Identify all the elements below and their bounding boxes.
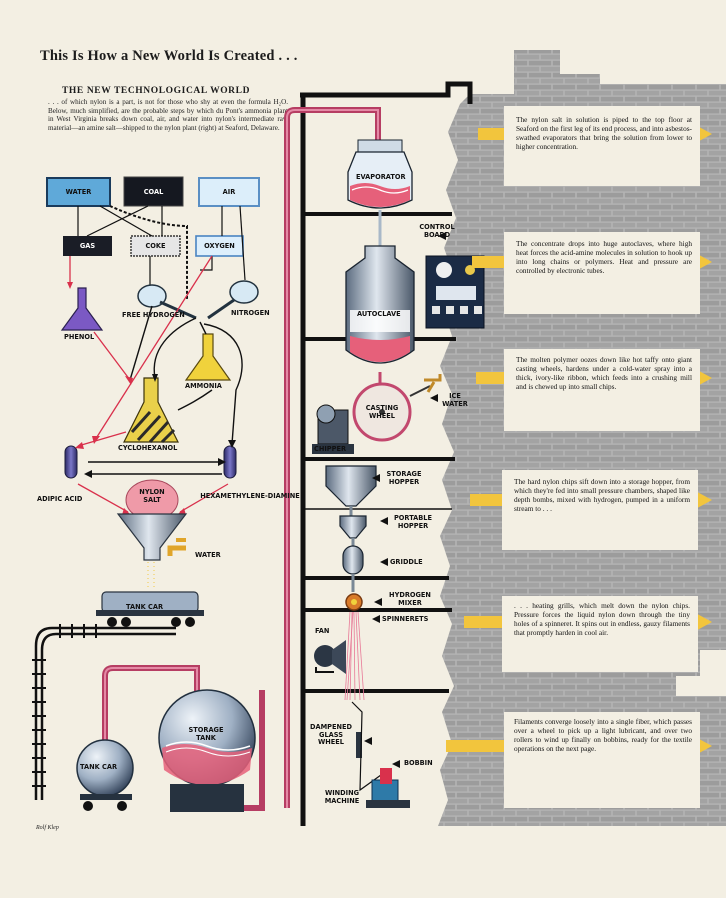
label-nitrogen: NITROGEN [231, 309, 270, 317]
label-water: WATER [65, 188, 92, 196]
caption-box-5: . . . heating grills, which melt down th… [502, 596, 698, 672]
label-control-board: CONTROL BOARD [419, 223, 455, 239]
label-coal: COAL [143, 188, 164, 196]
griddle-chamber [342, 545, 364, 592]
coke-box [130, 235, 181, 257]
label-tank-car-bottom: TANK CAR [80, 763, 118, 771]
label-hydrogen-mixer: HYDROGEN MIXER [389, 591, 431, 607]
caption-text-3: The molten polymer oozes down like hot t… [516, 355, 692, 391]
caption-box-1: The nylon salt in solution is piped to t… [504, 106, 700, 186]
label-griddle: GRIDDLE [390, 558, 423, 566]
adipic-acid-tube [64, 445, 78, 479]
section-heading: THE NEW TECHNOLOGICAL WORLD [62, 86, 251, 96]
plant-building [300, 81, 473, 826]
artist-credit: Rolf Klep [36, 825, 59, 831]
label-spinnerets: SPINNERETS [382, 615, 429, 623]
casting-wheel [352, 374, 442, 442]
ammonia-flask [184, 333, 232, 381]
storage-tank [158, 689, 256, 812]
label-bobbin: BOBBIN [404, 759, 433, 767]
spinneret-filaments [344, 611, 365, 701]
label-chipper: CHIPPER [314, 445, 347, 453]
intro-paragraph: . . . of which nylon is a part, is not f… [48, 98, 288, 132]
label-storage-hopper: STORAGE HOPPER [386, 470, 422, 486]
cyclohexanol-flask [123, 377, 179, 444]
caption-text-4: The hard nylon chips sift down into a st… [514, 477, 690, 513]
label-fan: FAN [315, 627, 330, 635]
label-portable-hopper: PORTABLE HOPPER [393, 514, 433, 530]
label-air: AIR [222, 188, 236, 196]
label-ammonia: AMMONIA [185, 382, 222, 390]
air-box [198, 177, 260, 207]
railroad-track [34, 626, 176, 800]
autoclave-vessel [345, 245, 415, 384]
caption-box-6: Filaments converge loosely into a single… [504, 712, 700, 808]
label-storage-tank: STORAGE TANK [188, 726, 224, 742]
fan-unit [314, 640, 346, 674]
label-cyclohexanol: CYCLOHEXANOL [118, 444, 178, 452]
page-title: This Is How a New World Is Created . . . [40, 48, 298, 64]
nitrogen-retort [207, 280, 259, 320]
label-dampened-glass-wheel: DAMPENED GLASS WHEEL [310, 723, 352, 746]
label-evaporator: EVAPORATOR [356, 173, 406, 181]
phenol-flask [60, 287, 104, 331]
storage-hopper [325, 465, 377, 516]
label-tank-car-top: TANK CAR [126, 603, 164, 611]
label-gas: GAS [79, 242, 96, 250]
label-casting-wheel: CASTING WHEEL [365, 404, 399, 420]
coal-box [123, 176, 184, 207]
caption-box-2: The concentrate drops into huge autoclav… [504, 232, 700, 314]
label-ice-water: ICE WATER [442, 392, 468, 408]
gas-box [63, 236, 112, 256]
label-autoclave: AUTOCLAVE [357, 310, 401, 318]
label-oxygen: OXYGEN [204, 242, 235, 250]
caption-text-5: . . . heating grills, which melt down th… [514, 601, 690, 637]
caption-box-3: The molten polymer oozes down like hot t… [504, 349, 700, 431]
label-adipic-acid: ADIPIC ACID [37, 495, 83, 503]
label-hexamethylene-diamine: HEXAMETHYLENE-DIAMINE [200, 492, 300, 500]
caption-box-4: The hard nylon chips sift down into a st… [502, 470, 698, 550]
tank-car-top [96, 591, 204, 627]
label-phenol: PHENOL [64, 333, 95, 341]
portable-hopper [339, 515, 367, 546]
hydrogen-mixer [345, 593, 363, 611]
label-coke: COKE [145, 242, 166, 250]
evaporator-vessel [347, 139, 413, 246]
caption-text-6: Filaments converge loosely into a single… [514, 717, 692, 753]
caption-text-2: The concentrate drops into huge autoclav… [516, 239, 692, 275]
water-tap [167, 538, 186, 556]
caption-text-1: The nylon salt in solution is piped to t… [516, 115, 692, 151]
label-nylon-salt: NYLON SALT [139, 488, 165, 504]
tank-car-bottom [76, 739, 134, 811]
winding-machine [366, 768, 410, 808]
salt-funnel [116, 513, 188, 561]
chipper-machine [312, 404, 354, 454]
label-winding-machine: WINDING MACHINE [324, 789, 360, 805]
label-water-tap: WATER [195, 551, 221, 559]
water-box [46, 177, 111, 207]
label-free-hydrogen: FREE HYDROGEN [122, 311, 185, 319]
control-board [425, 255, 485, 329]
